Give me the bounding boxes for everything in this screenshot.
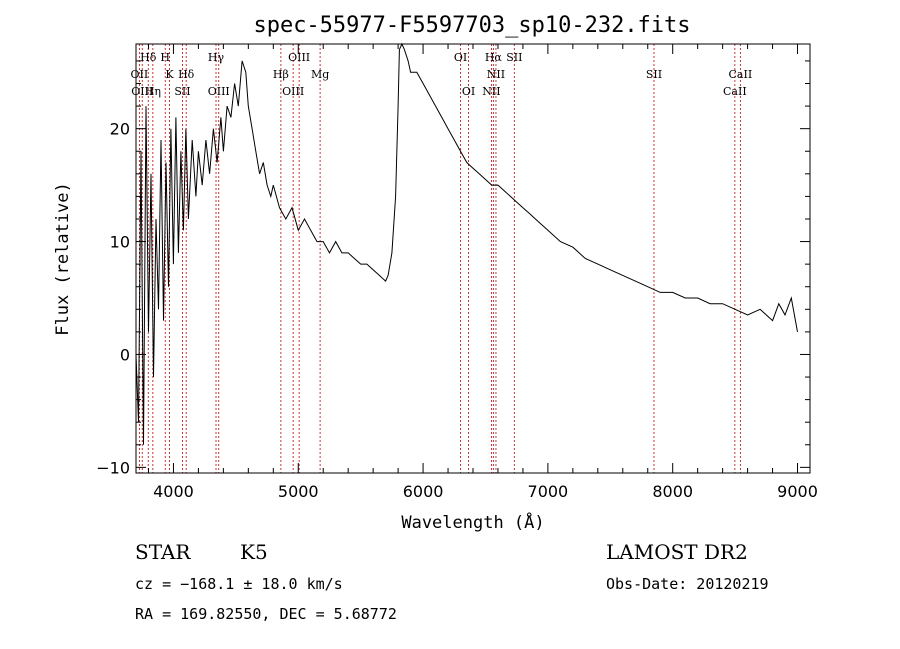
line-label: Hα [485,51,503,64]
line-label: NII [487,68,505,81]
line-label: H [160,51,170,64]
plot-frame [135,43,811,474]
y-axis-label: Flux (relative) [53,182,73,336]
y-tick-label: 10 [110,233,130,252]
line-label: SII [174,85,190,98]
object-class: STAR [135,540,191,564]
line-label: CaII [723,85,747,98]
line-label: Hη [145,85,161,98]
line-label: CaII [729,68,753,81]
y-tick-label: 20 [110,120,130,139]
line-label: SII [646,68,662,81]
line-label: Mg [311,68,329,81]
line-label: OIII [131,85,153,98]
line-label: OII [131,68,149,81]
line-label: OI [462,85,475,98]
coordinates: RA = 169.82550, DEC = 5.68772 [135,605,397,623]
x-tick-label: 5000 [278,482,319,501]
line-label: Hγ [208,51,225,64]
x-tick-label: 4000 [153,482,194,501]
line-label: Hδ [178,68,195,81]
line-label: OIII [288,51,310,64]
line-label: Hδ [140,51,157,64]
velocity-readout: cz = −168.1 ± 18.0 km/s [135,575,343,593]
x-axis: 4000 5000 6000 7000 8000 9000 [147,44,818,501]
y-tick-label: −10 [96,458,130,477]
line-label: NII [482,85,500,98]
y-axis: −10 0 10 20 [96,60,810,477]
spectrum-line [135,42,798,445]
x-tick-label: 9000 [777,482,818,501]
line-label: SII [506,51,522,64]
line-label: OIII [208,85,230,98]
x-tick-label: 7000 [528,482,569,501]
line-label: Hβ [273,68,289,81]
line-label: OI [454,51,467,64]
x-tick-label: 6000 [403,482,444,501]
x-tick-label: 8000 [652,482,693,501]
line-label: OIII [282,85,304,98]
emission-line-markers [138,44,741,473]
chart-title: spec-55977-F5597703_sp10-232.fits [253,13,690,38]
y-tick-label: 0 [120,345,130,364]
survey-name: LAMOST DR2 [606,540,748,564]
x-axis-label: Wavelength (Å) [401,511,544,533]
object-subclass: K5 [240,540,268,564]
line-label: K [165,68,174,81]
obs-date: Obs-Date: 20120219 [606,575,769,593]
